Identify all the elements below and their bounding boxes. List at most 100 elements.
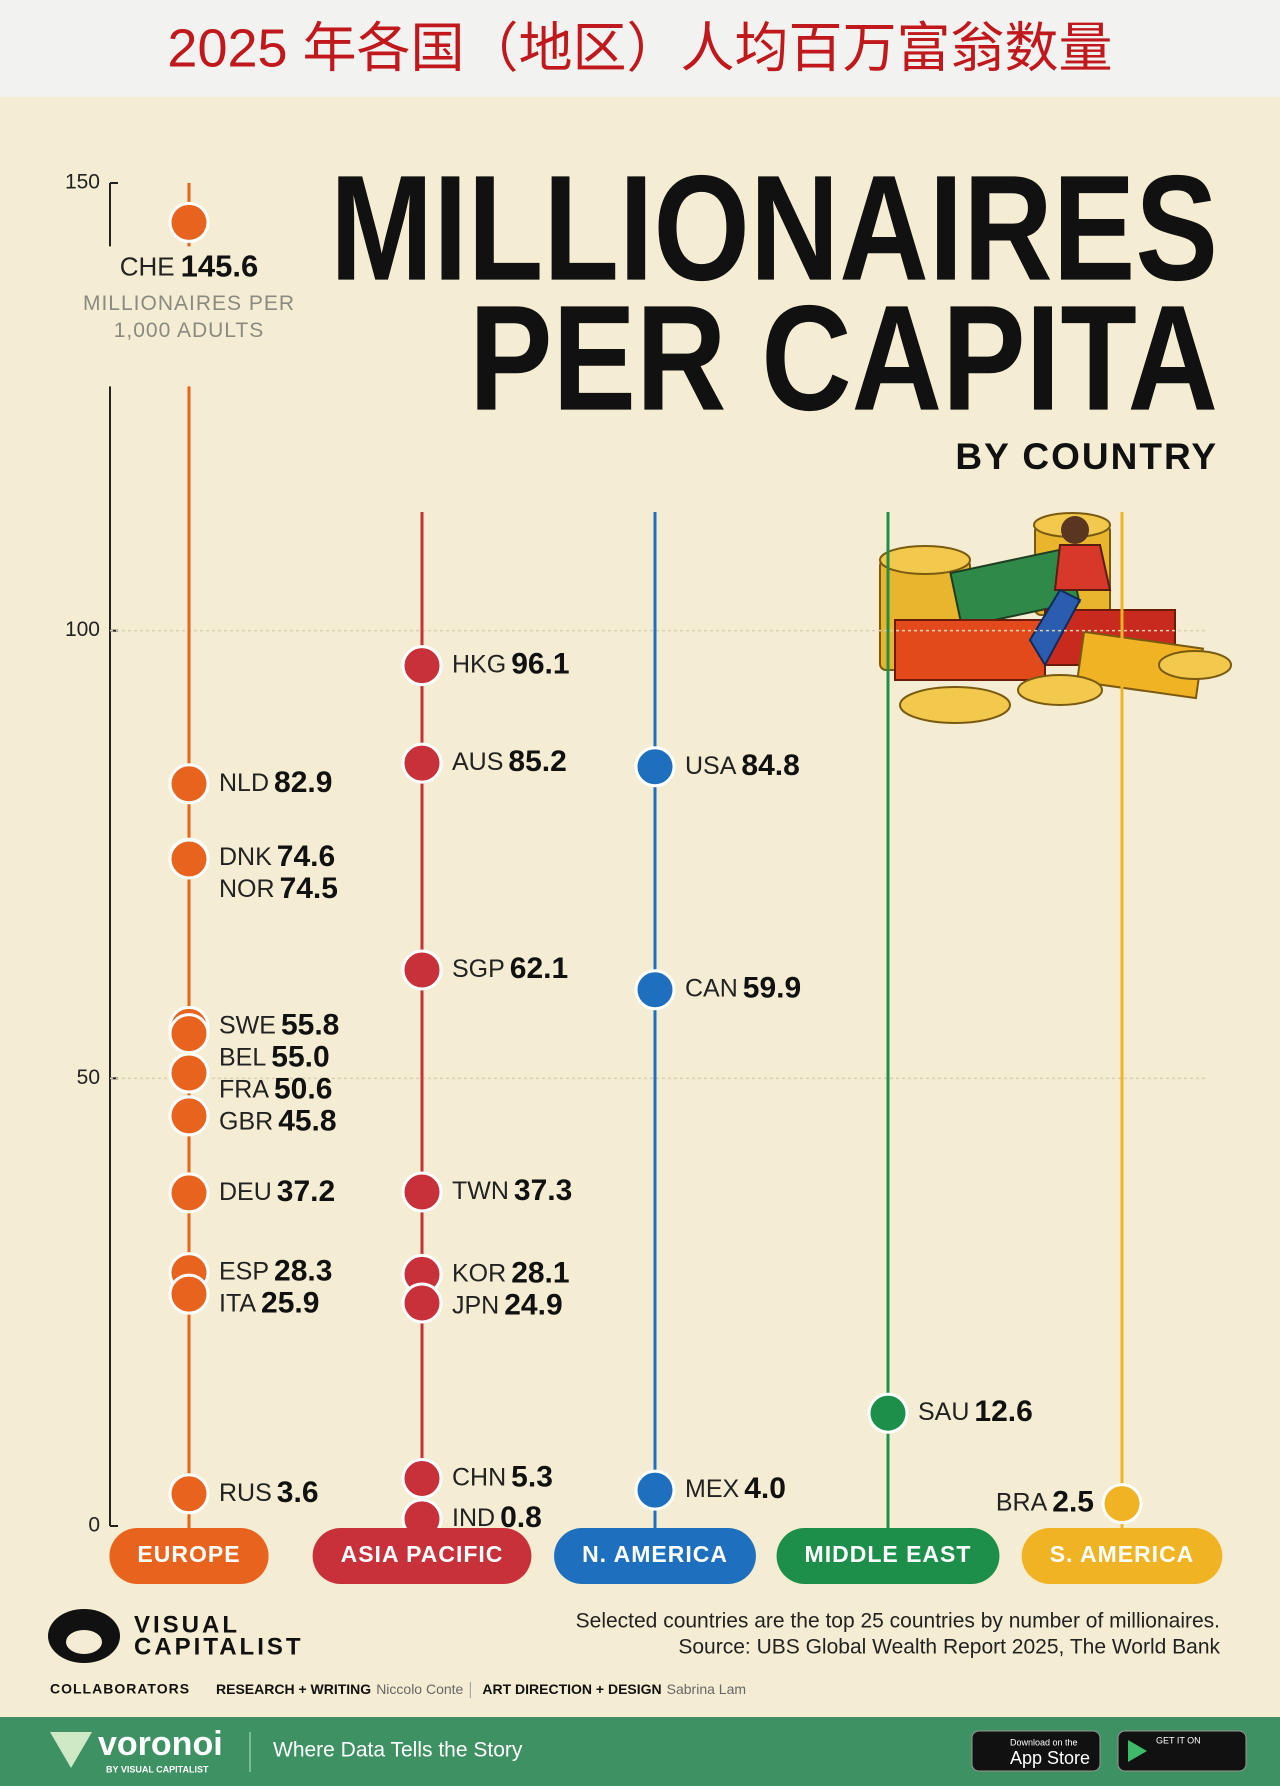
value-label: 62.1 xyxy=(510,952,568,985)
chart-title: MILLIONAIRES xyxy=(330,144,1218,312)
country-code: DNK xyxy=(219,843,272,871)
y-tick-label: 50 xyxy=(77,1066,100,1089)
country-code: MEX xyxy=(685,1475,740,1503)
brand: voronoi xyxy=(98,1725,223,1763)
dot xyxy=(634,746,676,788)
dot xyxy=(401,742,443,784)
country-code: USA xyxy=(685,751,737,779)
value-label: 28.3 xyxy=(274,1255,332,1288)
google-play-small: GET IT ON xyxy=(1156,1735,1201,1745)
google-play-button[interactable] xyxy=(1117,1730,1247,1772)
region-label: S. AMERICA xyxy=(1050,1541,1195,1567)
value-label: 74.5 xyxy=(280,872,338,905)
data-label: KOR 28.1 xyxy=(452,1256,570,1289)
data-label: ESP 28.3 xyxy=(219,1255,332,1288)
country-code: FRA xyxy=(219,1075,269,1103)
dot xyxy=(401,1458,443,1500)
value-label: 3.6 xyxy=(277,1476,319,1509)
data-label: DEU 37.2 xyxy=(219,1175,335,1208)
data-label: USA 84.8 xyxy=(685,749,800,782)
credit: ART DIRECTION + DESIGN Sabrina Lam xyxy=(482,1681,746,1697)
country-code: KOR xyxy=(452,1259,506,1287)
value-label: 24.9 xyxy=(504,1288,562,1321)
region-pill xyxy=(312,1528,532,1584)
region-pill xyxy=(776,1528,1000,1584)
y-tick-label: 100 xyxy=(65,618,100,641)
data-label: CHN 5.3 xyxy=(452,1460,553,1493)
credit: RESEARCH + WRITING Niccolo Conte xyxy=(216,1681,464,1697)
data-label: DNK 74.6 xyxy=(219,840,335,873)
data-label: HKG 96.1 xyxy=(452,648,570,681)
credit-role: RESEARCH + WRITING xyxy=(216,1681,371,1697)
dot xyxy=(168,201,210,243)
data-label: BEL 55.0 xyxy=(219,1040,330,1073)
dot xyxy=(168,1473,210,1515)
country-code: SGP xyxy=(452,955,505,983)
value-label: 37.3 xyxy=(514,1174,572,1207)
country-code: BRA xyxy=(996,1488,1048,1516)
dot xyxy=(401,645,443,687)
data-label: BRA 2.5 xyxy=(996,1486,1094,1519)
chart-title: PER CAPITA xyxy=(469,274,1218,442)
country-code: RUS xyxy=(219,1478,272,1506)
country-code: HKG xyxy=(452,650,506,678)
data-label: CAN 59.9 xyxy=(685,972,801,1005)
country-code: CHN xyxy=(452,1463,506,1491)
value-label: 55.8 xyxy=(281,1008,339,1041)
credit-name: Niccolo Conte xyxy=(376,1681,463,1697)
region-label: MIDDLE EAST xyxy=(805,1541,972,1567)
value-label: 50.6 xyxy=(274,1072,332,1105)
country-code: DEU xyxy=(219,1178,272,1206)
country-code: IND xyxy=(452,1503,495,1531)
app-store-small: Download on the xyxy=(1010,1737,1078,1747)
y-axis-label: 1,000 ADULTS xyxy=(114,319,265,342)
dot xyxy=(168,838,210,880)
dot xyxy=(401,1171,443,1213)
data-label: SWE 55.8 xyxy=(219,1008,339,1041)
logo-text: VISUAL xyxy=(134,1611,240,1638)
country-code: ITA xyxy=(219,1289,256,1317)
y-tick-label: 150 xyxy=(65,171,100,194)
value-label: 28.1 xyxy=(511,1256,569,1289)
country-code: JPN xyxy=(452,1291,499,1319)
country-code: GBR xyxy=(219,1107,273,1135)
app-store-button[interactable] xyxy=(971,1730,1101,1772)
data-label: NOR 74.5 xyxy=(219,872,338,905)
value-label: 37.2 xyxy=(277,1175,335,1208)
country-code: TWN xyxy=(452,1177,509,1205)
value-label: 85.2 xyxy=(508,745,566,778)
country-code: NLD xyxy=(219,768,269,796)
dot xyxy=(1101,1483,1143,1525)
brand-sub: BY VISUAL CAPITALIST xyxy=(106,1764,209,1774)
dot xyxy=(867,1392,909,1434)
vc-logo xyxy=(48,1609,120,1663)
value-label: 45.8 xyxy=(278,1104,336,1137)
dot xyxy=(168,763,210,805)
country-code: NOR xyxy=(219,875,275,903)
region-label: N. AMERICA xyxy=(582,1541,728,1567)
data-label: SAU 12.6 xyxy=(918,1395,1033,1428)
dot xyxy=(168,1013,210,1055)
data-label: NLD 82.9 xyxy=(219,766,332,799)
app-store-big: App Store xyxy=(1010,1748,1090,1768)
note: Selected countries are the top 25 countr… xyxy=(576,1610,1220,1633)
logo-text: CAPITALIST xyxy=(134,1633,304,1660)
data-label: GBR 45.8 xyxy=(219,1104,337,1137)
data-label: ITA 25.9 xyxy=(219,1287,319,1320)
country-code: SWE xyxy=(219,1011,276,1039)
country-code: ESP xyxy=(219,1257,269,1285)
note: Source: UBS Global Wealth Report 2025, T… xyxy=(678,1636,1220,1659)
credit-name: Sabrina Lam xyxy=(667,1681,746,1697)
region-label: EUROPE xyxy=(137,1541,240,1567)
dot xyxy=(168,1095,210,1137)
value-label: 5.3 xyxy=(511,1460,553,1493)
value-label: 96.1 xyxy=(511,648,569,681)
value-label: 4.0 xyxy=(744,1472,786,1505)
country-code: CAN xyxy=(685,974,738,1002)
region-pill xyxy=(554,1528,756,1584)
data-label: JPN 24.9 xyxy=(452,1288,563,1321)
region-pill xyxy=(1021,1528,1223,1584)
dot xyxy=(168,1052,210,1094)
